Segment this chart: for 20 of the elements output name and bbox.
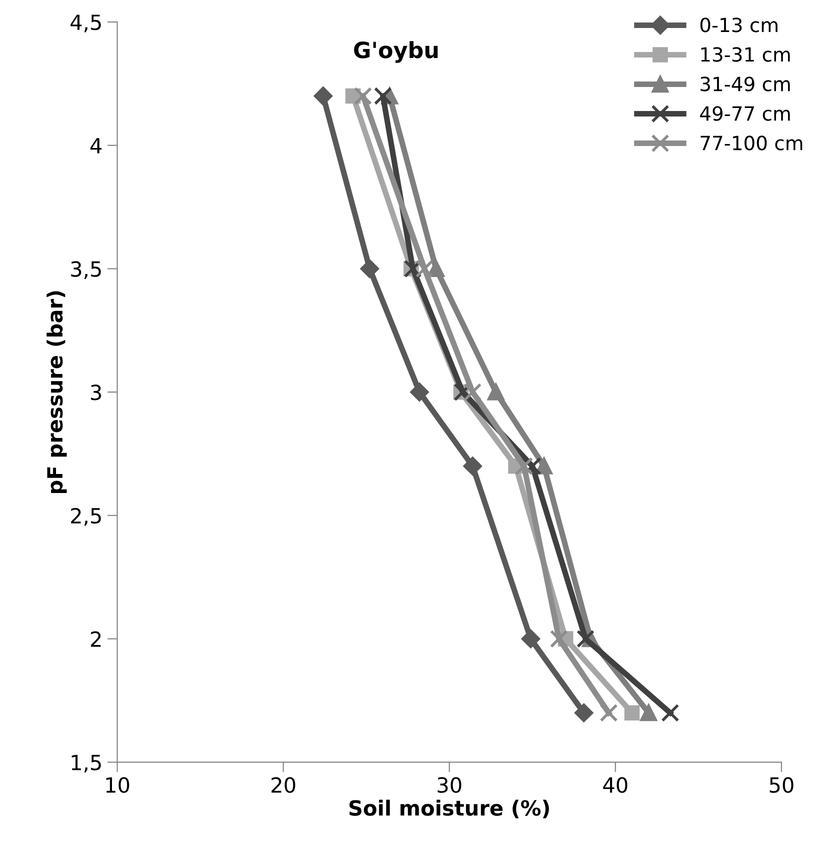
text: G'oybu xyxy=(354,41,438,63)
legend-label: 13-31 cm xyxy=(701,47,790,62)
legend-label: 0-13 cm xyxy=(700,18,778,32)
y-tick-label: 1,5 xyxy=(72,754,101,773)
x-tick-label: 20 xyxy=(272,777,296,793)
x-tick-label: 10 xyxy=(106,777,130,793)
y-tick-label: 4,5 xyxy=(70,14,101,32)
y-tick-label: 2,5 xyxy=(71,508,101,526)
legend-label: 77-100 cm xyxy=(700,136,802,150)
legend-label: 49-77 cm xyxy=(700,106,790,121)
y-tick-label: 2 xyxy=(90,631,101,647)
y-tick-label: 3,5 xyxy=(71,261,101,280)
x-tick-label: 50 xyxy=(770,777,794,793)
y-tick-label: 4 xyxy=(90,138,102,154)
legend-label: 31-49 cm xyxy=(700,76,790,92)
x-axis-title: Soil moisture (%) xyxy=(349,800,549,818)
y-tick-label: 3 xyxy=(91,384,102,400)
y-axis-title: pF pressure (bar) xyxy=(46,291,67,493)
x-tick-label: 30 xyxy=(438,777,462,793)
x-tick-label: 40 xyxy=(603,777,628,793)
